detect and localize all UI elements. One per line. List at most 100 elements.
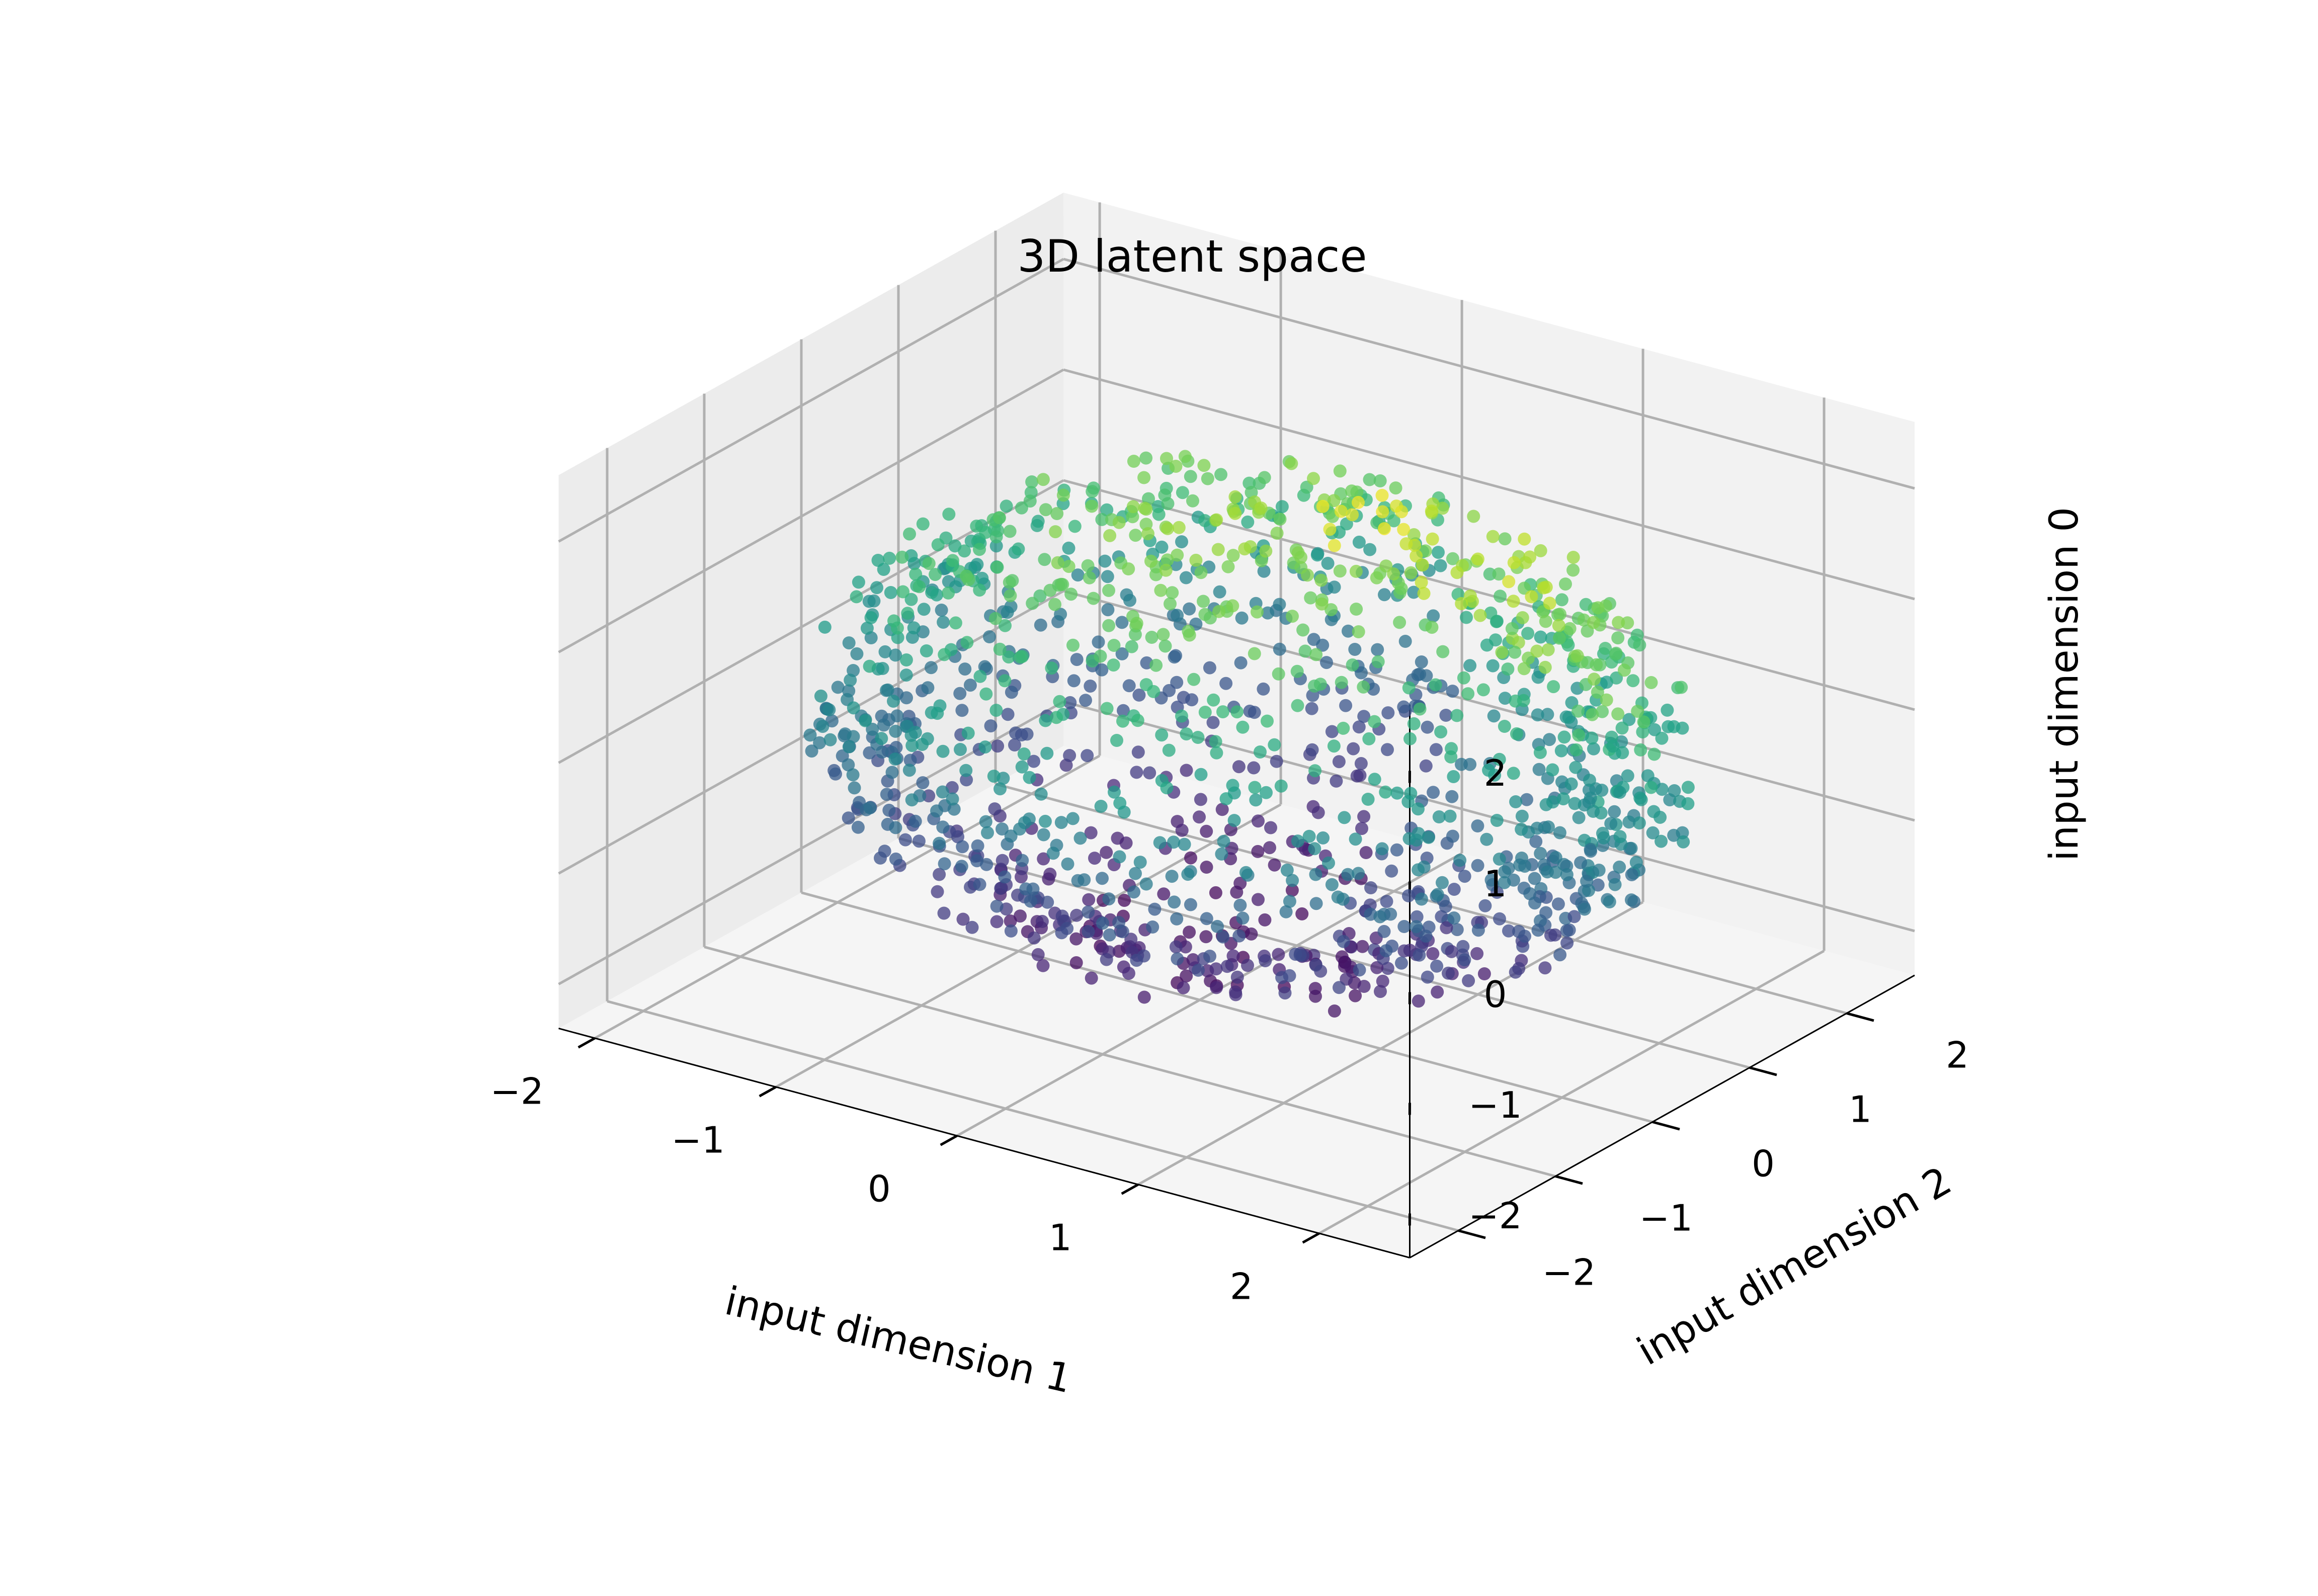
data-point (998, 871, 1011, 884)
data-point (1122, 967, 1135, 980)
data-point (1560, 924, 1574, 937)
data-point (1248, 647, 1261, 660)
data-point (937, 745, 950, 758)
data-point (1227, 549, 1240, 562)
data-point (1397, 920, 1411, 933)
data-point (1019, 882, 1032, 895)
data-point (889, 725, 902, 738)
data-point (1552, 619, 1565, 632)
data-point (1248, 781, 1261, 794)
data-point (1226, 779, 1239, 792)
data-point (1261, 715, 1274, 728)
data-point (1334, 464, 1347, 477)
data-point (852, 575, 865, 589)
data-point (1082, 893, 1095, 906)
data-point (1066, 639, 1080, 652)
data-point (1127, 500, 1140, 513)
data-point (1143, 767, 1156, 780)
data-point (1603, 895, 1616, 908)
data-point (1348, 643, 1361, 656)
data-point (880, 788, 893, 801)
data-point (1270, 755, 1283, 768)
data-point (1539, 906, 1552, 919)
data-point (1067, 674, 1081, 687)
data-point (1421, 971, 1434, 984)
data-point (1611, 707, 1624, 720)
data-point (890, 709, 903, 722)
z-tick-label: 1 (1484, 863, 1507, 905)
data-point (1420, 760, 1433, 773)
data-point (962, 727, 975, 740)
data-point (1130, 766, 1143, 779)
data-point (1235, 612, 1249, 625)
data-point (1144, 555, 1157, 568)
data-point (1323, 523, 1337, 536)
data-point (1210, 962, 1223, 975)
data-point (946, 793, 959, 806)
data-point (1061, 858, 1074, 871)
z-tick-label: −1 (1468, 1084, 1522, 1126)
data-point (1333, 755, 1346, 768)
data-point (1390, 844, 1403, 857)
data-point (1516, 611, 1529, 624)
data-point (1195, 566, 1208, 579)
data-point (973, 543, 986, 556)
data-point (1374, 985, 1387, 998)
data-point (1268, 738, 1281, 751)
data-point (1001, 606, 1014, 619)
data-point (1095, 663, 1108, 677)
data-point (1677, 835, 1690, 849)
data-point (1199, 930, 1212, 943)
data-point (1286, 874, 1299, 887)
data-point (1308, 764, 1321, 777)
data-point (1571, 649, 1584, 662)
data-point (1028, 932, 1041, 945)
data-point (996, 854, 1009, 867)
data-point (1622, 815, 1635, 828)
data-point (843, 636, 856, 649)
data-point (1415, 893, 1428, 906)
data-point (1112, 916, 1125, 929)
data-point (1321, 557, 1335, 570)
data-point (1257, 683, 1270, 696)
data-point (1610, 647, 1623, 660)
data-point (1352, 496, 1365, 509)
data-point (1252, 814, 1265, 827)
data-point (1175, 710, 1188, 723)
data-point (1379, 786, 1392, 799)
data-point (1403, 732, 1417, 745)
data-point (1549, 851, 1562, 864)
z-tick-label: 2 (1484, 752, 1507, 794)
data-point (1544, 929, 1557, 942)
data-point (931, 707, 944, 720)
data-point (1316, 831, 1330, 845)
y-tick-label: 2 (1946, 1034, 1969, 1076)
data-point (1283, 895, 1296, 908)
data-point (1193, 810, 1206, 823)
data-point (1425, 505, 1438, 518)
data-point (1655, 732, 1669, 745)
data-point (1045, 661, 1058, 675)
data-point (905, 793, 919, 806)
data-point (1131, 714, 1144, 727)
data-point (1568, 797, 1582, 810)
data-point (1219, 677, 1232, 690)
data-point (942, 586, 955, 600)
x-tick-label: −1 (672, 1119, 725, 1161)
data-point (932, 538, 945, 551)
data-point (1507, 767, 1520, 780)
data-point (1676, 722, 1689, 735)
data-point (1393, 616, 1406, 629)
data-point (1176, 824, 1189, 837)
data-point (1613, 786, 1626, 799)
data-point (1247, 762, 1260, 775)
data-point (1418, 587, 1431, 600)
data-point (953, 687, 966, 700)
data-point (1161, 781, 1174, 794)
data-point (984, 719, 998, 732)
data-point (1094, 650, 1107, 663)
data-point (964, 679, 977, 692)
data-point (1546, 764, 1559, 777)
data-point (1233, 899, 1247, 912)
data-point (1442, 967, 1455, 980)
